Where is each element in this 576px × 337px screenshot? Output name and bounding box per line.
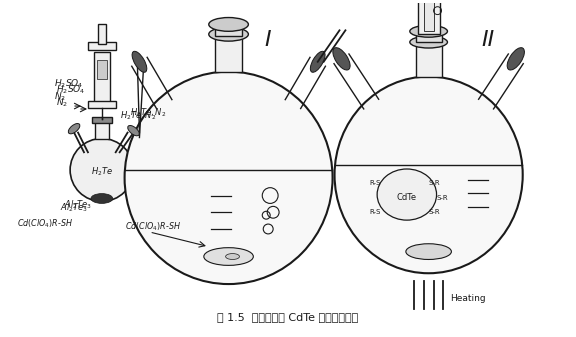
Ellipse shape: [209, 18, 248, 31]
Circle shape: [70, 139, 134, 202]
Text: $Cd(ClO_4)R$-$SH$: $Cd(ClO_4)R$-$SH$: [17, 218, 73, 230]
Text: CdTe: CdTe: [397, 193, 417, 202]
Ellipse shape: [406, 244, 452, 259]
Text: R-S: R-S: [369, 180, 381, 186]
Text: $N_2$: $N_2$: [54, 91, 66, 103]
Bar: [416, 31, 442, 42]
Text: $H_2Te$: $H_2Te$: [91, 166, 113, 178]
Bar: [95, 121, 109, 139]
Bar: [215, 34, 242, 72]
Bar: [88, 42, 116, 50]
Text: Heating: Heating: [450, 294, 486, 303]
Bar: [92, 117, 112, 123]
Text: 图 1.5  水相法合成 CdTe 量子点示意图: 图 1.5 水相法合成 CdTe 量子点示意图: [217, 312, 359, 323]
Text: $H_2Te, N_2$: $H_2Te, N_2$: [120, 110, 156, 122]
Text: I: I: [265, 30, 271, 50]
Ellipse shape: [128, 125, 139, 136]
Ellipse shape: [333, 48, 350, 70]
Text: S-R: S-R: [429, 209, 441, 215]
Ellipse shape: [124, 72, 332, 284]
Text: S-R: S-R: [437, 194, 448, 201]
Ellipse shape: [335, 76, 522, 273]
Text: $H_2SO_4$: $H_2SO_4$: [56, 83, 86, 96]
Bar: [88, 101, 116, 108]
Text: $H_2Te, N_2$: $H_2Te, N_2$: [130, 107, 166, 119]
Bar: [94, 52, 110, 106]
Text: $Cd(ClO_4)R$-$SH$: $Cd(ClO_4)R$-$SH$: [124, 221, 180, 233]
Ellipse shape: [69, 124, 80, 134]
Text: $N_2$: $N_2$: [56, 97, 69, 109]
Text: S-R: S-R: [429, 180, 441, 186]
Ellipse shape: [410, 25, 448, 37]
Ellipse shape: [226, 253, 240, 259]
Ellipse shape: [91, 193, 113, 204]
Ellipse shape: [410, 36, 448, 48]
Text: $Al_2Te_3$: $Al_2Te_3$: [60, 201, 88, 214]
Bar: [424, 0, 434, 31]
Ellipse shape: [310, 51, 325, 72]
Ellipse shape: [204, 248, 253, 265]
Bar: [97, 60, 107, 80]
Text: II: II: [482, 30, 495, 50]
Text: $H_2SO_4$: $H_2SO_4$: [54, 77, 84, 90]
Ellipse shape: [209, 27, 248, 41]
Text: $Al_2Te_3$: $Al_2Te_3$: [64, 198, 92, 211]
Ellipse shape: [507, 48, 524, 70]
Ellipse shape: [132, 51, 147, 72]
Ellipse shape: [377, 169, 437, 220]
Bar: [215, 24, 242, 36]
Bar: [418, 0, 439, 34]
Bar: [416, 42, 442, 76]
Text: R-S: R-S: [369, 209, 381, 215]
Bar: [98, 24, 106, 44]
